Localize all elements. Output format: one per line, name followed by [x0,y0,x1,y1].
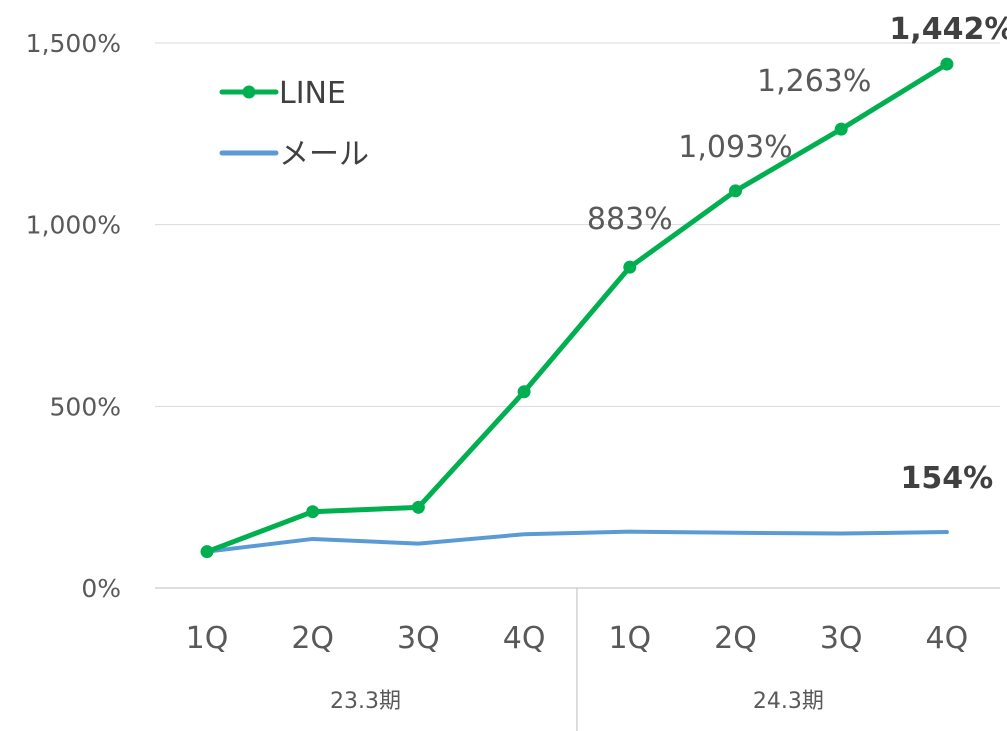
y-tick-label: 0% [81,574,121,603]
group-label: 24.3期 [753,689,824,714]
x-tick-label: 3Q [820,621,863,656]
data-point [729,184,742,197]
data-label: 1,263% [757,64,871,99]
y-tick-label: 500% [50,392,121,421]
y-tick-label: 1,500% [26,29,121,58]
x-tick-label: 2Q [714,621,757,656]
data-point [201,545,214,558]
legend-label: LINE [279,76,346,111]
x-tick-label: 1Q [186,621,229,656]
data-label: 883% [587,202,673,237]
series-line [207,532,947,552]
data-point [518,385,531,398]
x-tick-label: 4Q [503,621,546,656]
legend-label: メール [279,137,369,172]
data-label: 1,442% [889,12,1007,47]
group-label: 23.3期 [330,689,401,714]
data-point [306,505,319,518]
y-tick-label: 1,000% [26,211,121,240]
x-tick-label: 4Q [926,621,969,656]
data-point [623,261,636,274]
data-point [940,58,953,71]
data-point [412,501,425,514]
x-tick-label: 2Q [291,621,334,656]
data-label: 1,093% [678,130,792,165]
x-tick-label: 1Q [608,621,651,656]
legend-marker [243,86,256,99]
data-label: 154% [901,461,994,496]
x-tick-label: 3Q [397,621,440,656]
data-point [835,123,848,136]
